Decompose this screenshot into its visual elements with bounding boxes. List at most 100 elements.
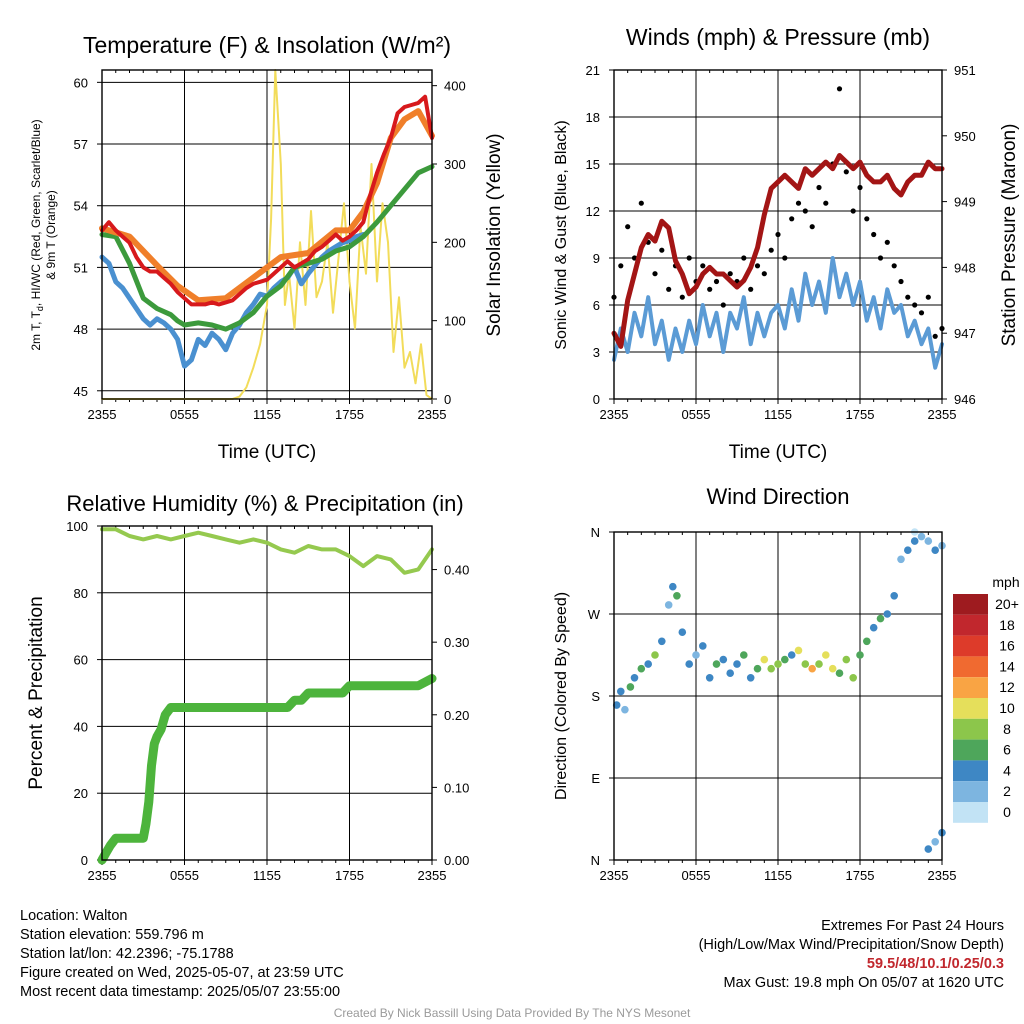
dir-y-tick-label: N (591, 853, 600, 868)
wind-y2-tick-label: 949 (954, 195, 976, 210)
dir-x-tick-label: 1155 (764, 868, 792, 883)
direction-title: Wind Direction (706, 484, 849, 509)
precipitation-line (97, 674, 437, 865)
direction-point (644, 660, 652, 668)
direction-point (924, 845, 933, 853)
temp-y-tick-label: 60 (74, 75, 88, 90)
temp-y-tick-label: 45 (74, 384, 88, 399)
dir-y-tick-label: W (588, 607, 601, 622)
speed-legend-label: 4 (1003, 762, 1011, 778)
gust-point (775, 231, 781, 238)
wind-x-tick-label: 1755 (846, 407, 875, 422)
direction-point (740, 651, 748, 659)
gust-point (707, 286, 713, 292)
temp-x-tick-label: 2355 (418, 407, 447, 422)
gust-point (898, 278, 904, 285)
gust-point (768, 247, 774, 253)
hum-y-tick-label: 60 (74, 653, 88, 668)
hum-y-tick-label: 80 (74, 586, 88, 601)
wind-y2-tick-label: 948 (954, 260, 976, 275)
wind-x-tick-label: 2355 (928, 407, 957, 422)
speed-legend-swatch (953, 781, 988, 802)
extremes-panel: Extremes For Past 24 Hours (High/Low/Max… (584, 917, 1004, 993)
gust-point (932, 333, 938, 339)
gust-point (789, 216, 795, 222)
wind-y-tick-label: 12 (586, 204, 600, 219)
sonic-wind-line (612, 256, 944, 370)
direction-point (828, 664, 837, 673)
temp-y2-tick-label: 0 (444, 392, 451, 407)
humidity-title: Relative Humidity (%) & Precipitation (i… (66, 491, 463, 516)
direction-point (692, 651, 700, 659)
humidity-line (100, 527, 434, 575)
gust-point (802, 208, 808, 214)
direction-point (651, 651, 659, 659)
pressure-line (611, 153, 945, 349)
direction-point (664, 601, 673, 609)
wind-y2-tick-label: 951 (954, 63, 976, 78)
direction-point (658, 637, 666, 646)
gust-point (666, 286, 672, 292)
direction-point (685, 660, 693, 668)
direction-point (842, 655, 851, 664)
speed-legend-swatch (953, 677, 988, 698)
direction-point (753, 664, 762, 673)
direction-point (924, 537, 933, 545)
gust-point (686, 255, 692, 261)
temp-x-tick-label: 1155 (253, 407, 281, 422)
direction-point (617, 687, 625, 696)
temp-x-tick-label: 0555 (170, 407, 199, 422)
gust-point (891, 263, 897, 269)
location-text: Location: Walton (20, 908, 128, 924)
wind-y2-axis-label: Station Pressure (Maroon) (999, 124, 1020, 347)
created-text: Figure created on Wed, 2025-05-07, at 23… (20, 965, 344, 981)
speed-legend-label: 10 (999, 700, 1015, 716)
temp-frame (101, 69, 433, 400)
wind-x-tick-label: 1155 (764, 407, 792, 422)
wind-y-tick-label: 9 (593, 251, 600, 266)
station-metadata: Location: Walton Station elevation: 559.… (20, 907, 344, 1002)
direction-point (612, 701, 621, 709)
temp-y-tick-label: 48 (74, 322, 88, 337)
direction-point (931, 546, 939, 554)
speed-legend-unit: mph (992, 574, 1019, 590)
speed-legend-swatch (953, 760, 988, 782)
gust-point (618, 263, 624, 269)
temp-y-tick-label: 57 (74, 137, 88, 152)
direction-point (767, 664, 775, 673)
wind-x-tick-label: 2355 (600, 407, 629, 422)
gust-point (652, 271, 658, 277)
gust-point (720, 302, 726, 308)
gust-point (761, 271, 767, 277)
direction-point (719, 655, 728, 664)
gust-point (713, 278, 720, 285)
temp-y2-axis-label: Solar Insolation (Yellow) (484, 133, 505, 336)
temp-y2-tick-label: 200 (444, 235, 466, 250)
gust-point (727, 271, 733, 277)
temp-x-tick-label: 1755 (335, 407, 364, 422)
direction-point (733, 660, 741, 668)
direction-point (931, 838, 939, 846)
gust-point (871, 231, 877, 238)
gust-point (638, 200, 644, 206)
temp-y-tick-label: 51 (74, 260, 88, 275)
direction-point (781, 655, 789, 664)
gust-point (782, 255, 788, 261)
gust-point (700, 263, 706, 269)
direction-point (863, 637, 871, 646)
wind-x-axis-label: Time (UTC) (729, 442, 828, 463)
recent-text: Most recent data timestamp: 2025/05/07 2… (20, 984, 341, 1000)
hum-x-tick-label: 2355 (418, 868, 447, 883)
hum-y2-tick-label: 0.10 (444, 780, 469, 795)
direction-point (890, 592, 898, 600)
gust-point (864, 216, 870, 222)
dir-x-tick-label: 1755 (846, 868, 875, 883)
wind-y-tick-label: 21 (586, 63, 600, 78)
speed-legend-swatch (953, 802, 988, 823)
dir-frame (613, 531, 943, 861)
speed-legend-swatch (953, 614, 988, 636)
gust-point (925, 294, 931, 300)
hum-y2-tick-label: 0.20 (444, 708, 469, 723)
gust-point (843, 169, 849, 175)
